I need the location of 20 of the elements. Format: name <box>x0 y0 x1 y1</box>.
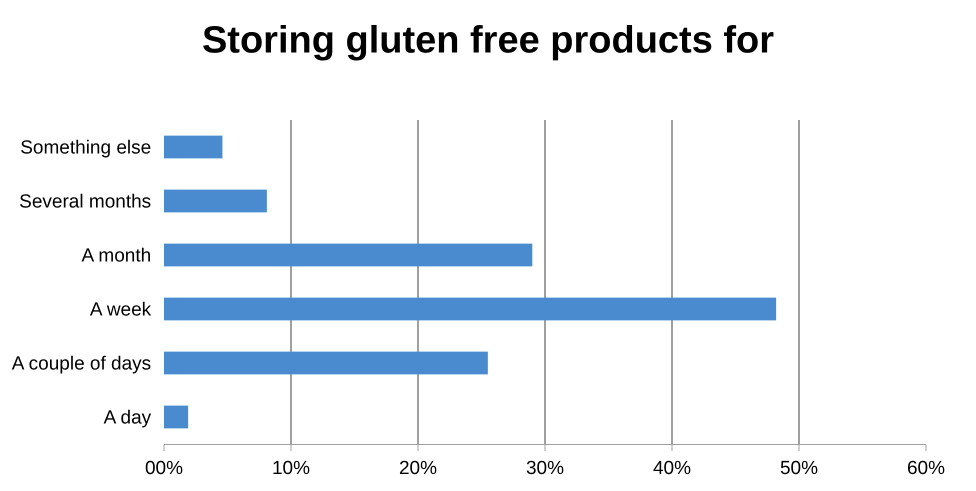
y-tick-label: A couple of days <box>12 354 152 375</box>
x-tick-label: 20% <box>398 458 438 479</box>
y-tick-label: A month <box>81 246 152 267</box>
x-tick-label: 60% <box>906 458 946 479</box>
bar <box>164 190 267 212</box>
bar <box>164 244 532 266</box>
chart-title: Storing gluten free products for <box>202 20 774 62</box>
bar <box>164 136 222 158</box>
y-tick-label: Several months <box>19 192 152 213</box>
bar <box>164 352 488 374</box>
y-tick-label: A week <box>90 300 152 321</box>
x-tick-label: 30% <box>526 458 564 479</box>
y-tick-label: A day <box>104 408 152 429</box>
x-tick-label: 10% <box>272 458 310 479</box>
x-tick-label: 50% <box>780 458 818 479</box>
bar <box>164 406 188 428</box>
y-tick-label: Something else <box>20 138 152 159</box>
bar <box>164 298 776 320</box>
x-tick-label: 40% <box>652 458 692 479</box>
x-tick-label: 00% <box>144 458 184 479</box>
